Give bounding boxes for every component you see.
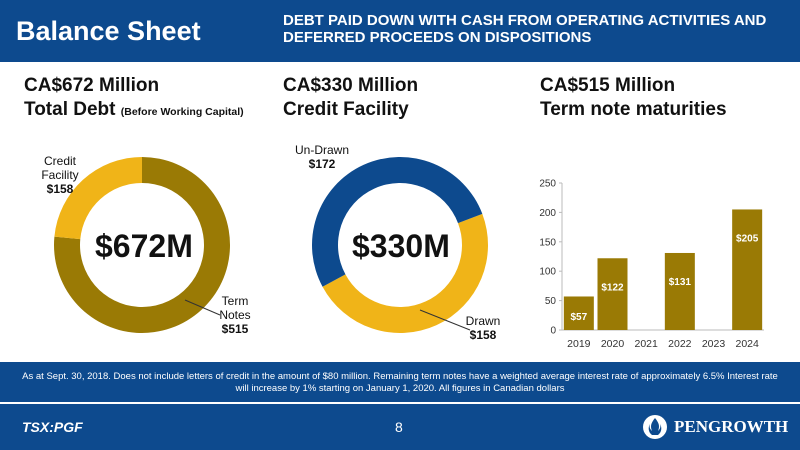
undrawn-slice (311, 156, 483, 287)
undrawn-slice-name: Un-Drawn (294, 143, 349, 157)
total-debt-label: Total Debt (24, 99, 116, 120)
header-bar: Balance Sheet DEBT PAID DOWN WITH CASH F… (0, 0, 800, 62)
bar-2019 (563, 296, 594, 330)
donut2-center-label: $330M (352, 228, 450, 264)
drawn-slice-value: $158 (469, 328, 497, 342)
page-number: 8 (395, 419, 403, 435)
footnote-text: As at Sept. 30, 2018. Does not include l… (22, 371, 778, 394)
undrawn-slice-value: $172 (308, 157, 336, 171)
x-tick-label: 2020 (601, 338, 625, 350)
term-notes-slice-value: $515 (221, 322, 249, 336)
bar-2024 (732, 209, 763, 330)
x-tick-label: 2021 (634, 338, 658, 350)
drawn-slice-name: Drawn (465, 314, 501, 328)
bar-data-label: $57 (570, 312, 587, 323)
credit-facility-slice-label: Credit Facility $158 (30, 154, 90, 196)
credit-facility-slice-name: Credit Facility (41, 154, 79, 182)
x-tick-label: 2019 (567, 338, 591, 350)
total-debt-donut (53, 157, 230, 333)
x-tick-label: 2023 (702, 338, 726, 350)
credit-facility-amount: CA$330 Million (283, 75, 419, 96)
total-debt-note: (Before Working Capital) (120, 106, 244, 118)
credit-facility-label: Credit Facility (283, 99, 409, 120)
term-notes-amount: CA$515 Million (540, 75, 676, 96)
term-notes-slice-name: Term Notes (219, 294, 251, 322)
term-notes-label: Term note maturities (540, 99, 727, 120)
term-notes-leader-line (184, 299, 221, 316)
flame-logo-icon (643, 415, 667, 439)
y-tick-label: 50 (545, 296, 557, 307)
x-tick-label: 2024 (735, 338, 759, 350)
term-note-bar-chart: 0 50 100 150 200 250 $57 2019 $122 2020 2021 $131 20… (539, 179, 764, 350)
bar-data-label: $122 (601, 282, 624, 293)
term-notes-slice (53, 157, 230, 333)
credit-facility-heading: CA$330 Million Credit Facility (283, 74, 418, 122)
page-subtitle: DEBT PAID DOWN WITH CASH FROM OPERATING … (283, 12, 767, 46)
drawn-slice (322, 213, 488, 333)
logo-wordmark: PENGROWTH (674, 417, 789, 436)
drawn-slice-label: Drawn $158 (458, 314, 508, 342)
footnote-bar: As at Sept. 30, 2018. Does not include l… (0, 362, 800, 402)
credit-facility-slice (54, 157, 143, 240)
bar-data-label: $131 (669, 277, 692, 288)
ticker-symbol: TSX:PGF (22, 419, 83, 435)
y-tick-label: 150 (539, 237, 556, 248)
term-notes-slice-label: Term Notes $515 (210, 294, 260, 336)
drawn-leader-line (419, 309, 471, 331)
total-debt-amount: CA$672 Million (24, 75, 160, 96)
donut1-center-label: $672M (95, 228, 193, 264)
y-tick-label: 200 (539, 208, 556, 219)
credit-facility-donut (311, 156, 488, 333)
y-tick-label: 100 (539, 267, 556, 278)
undrawn-slice-label: Un-Drawn $172 (287, 143, 357, 171)
company-logo: PENGROWTH (642, 414, 788, 440)
y-tick-label: 250 (539, 179, 556, 190)
total-debt-heading: CA$672 Million Total Debt (Before Workin… (24, 74, 244, 124)
footer-bar: TSX:PGF 8 PENGROWTH (0, 404, 800, 450)
bar-2022 (664, 252, 695, 330)
credit-facility-slice-value: $158 (46, 182, 74, 196)
page-title: Balance Sheet (16, 16, 201, 46)
bar-2020 (597, 258, 628, 330)
term-notes-heading: CA$515 Million Term note maturities (540, 74, 727, 122)
x-tick-label: 2022 (668, 338, 692, 350)
y-tick-label: 0 (550, 326, 556, 337)
bar-data-label: $205 (736, 233, 759, 244)
